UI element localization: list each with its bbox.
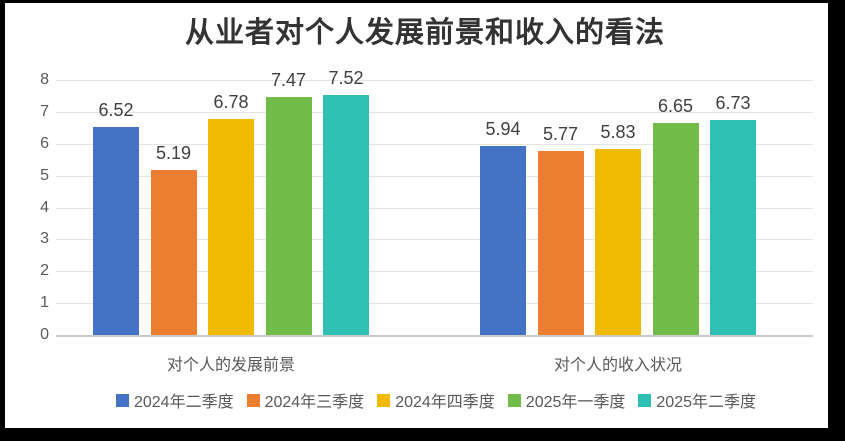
bar-value-label: 5.94 xyxy=(485,118,521,139)
chart-frame: 从业者对个人发展前景和收入的看法 0 1 2 3 4 5 6 7 8 6.52 5.94 5.19 5.… xyxy=(5,3,828,428)
legend-swatch-icon xyxy=(507,393,521,407)
y-tick-label: 4 xyxy=(40,198,49,216)
legend: 2024年二季度 2024年三季度 2024年四季度 2025年一季度 2025年二季度 xyxy=(62,388,810,412)
legend-swatch-icon xyxy=(377,393,391,407)
bar-value-label: 6.65 xyxy=(657,96,694,117)
y-tick-label: 3 xyxy=(40,230,49,248)
bar-c0-s2 xyxy=(208,118,254,335)
y-tick-label: 1 xyxy=(40,294,49,312)
legend-item: 2024年三季度 xyxy=(246,388,365,412)
bar-value-label: 5.83 xyxy=(600,122,636,143)
x-axis-line xyxy=(56,335,813,337)
legend-item: 2025年二季度 xyxy=(638,388,756,412)
gridline xyxy=(56,271,813,273)
legend-swatch-icon xyxy=(246,393,260,407)
gridline xyxy=(56,175,813,177)
bar-value-label: 6.73 xyxy=(715,93,751,114)
legend-item: 2024年四季度 xyxy=(377,388,495,412)
bar-value-label: 5.77 xyxy=(542,124,579,145)
gridline xyxy=(56,80,813,81)
bar-c1-s4 xyxy=(710,120,756,335)
y-tick-label: 8 xyxy=(40,71,49,88)
bar-c1-s3 xyxy=(652,123,699,335)
bar-c0-s0 xyxy=(93,127,139,335)
y-tick-label: 6 xyxy=(40,134,49,152)
bar-c1-s1 xyxy=(537,151,584,335)
legend-item: 2024年二季度 xyxy=(115,388,234,412)
bar-value-label: 7.47 xyxy=(270,69,307,90)
gridline xyxy=(56,239,813,241)
y-tick-label: 0 xyxy=(40,326,49,343)
legend-label: 2025年二季度 xyxy=(656,394,757,411)
bar-value-label: 6.52 xyxy=(98,100,134,121)
bar-value-label: 5.19 xyxy=(155,142,192,163)
chart-title: 从业者对个人发展前景和收入的看法 xyxy=(184,15,665,49)
bar-c0-s4 xyxy=(323,95,369,335)
bar-c1-s2 xyxy=(595,149,641,335)
gridline xyxy=(56,207,813,209)
legend-swatch-icon xyxy=(638,393,652,407)
legend-swatch-icon xyxy=(115,393,129,407)
bar-c0-s3 xyxy=(265,96,312,335)
legend-label: 2024年四季度 xyxy=(395,394,495,411)
category-label: 对个人的发展前景 xyxy=(166,357,295,374)
gridline xyxy=(56,143,813,145)
bar-c1-s0 xyxy=(480,145,526,335)
bar-value-label: 6.78 xyxy=(213,91,249,112)
gridline xyxy=(56,303,813,305)
y-tick-label: 7 xyxy=(40,102,49,120)
y-tick-label: 5 xyxy=(40,166,49,184)
legend-label: 2024年二季度 xyxy=(133,394,234,411)
bar-c0-s1 xyxy=(150,169,197,335)
legend-item: 2025年一季度 xyxy=(507,388,626,412)
bar-value-label: 7.52 xyxy=(328,68,364,89)
gridline xyxy=(56,111,813,113)
legend-label: 2024年三季度 xyxy=(264,394,365,411)
legend-label: 2025年一季度 xyxy=(525,394,626,411)
category-label: 对个人的收入状况 xyxy=(553,357,682,374)
y-tick-label: 2 xyxy=(40,262,49,280)
